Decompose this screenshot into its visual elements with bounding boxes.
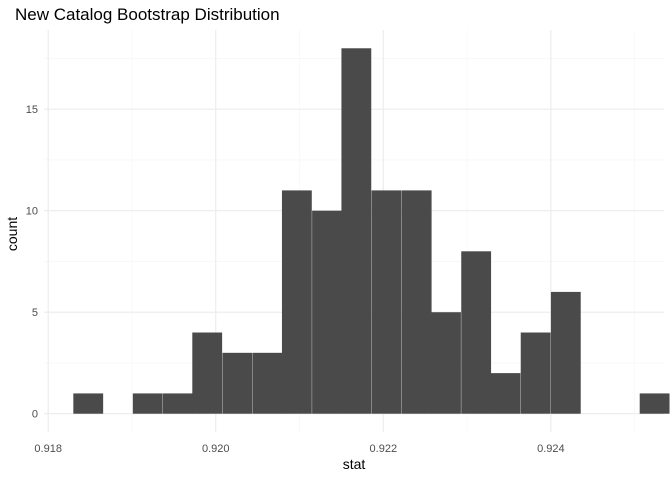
- histogram-bar: [312, 210, 342, 414]
- y-tick-label: 0: [32, 409, 38, 421]
- histogram-bar: [639, 393, 670, 414]
- histogram-bar: [490, 373, 521, 414]
- x-tick-label: 0.918: [34, 443, 62, 455]
- histogram-bar: [341, 48, 372, 414]
- histogram-bar: [371, 190, 402, 414]
- y-axis-title: count: [4, 217, 20, 251]
- histogram-bar: [73, 393, 104, 414]
- y-axis-ticks: 0 5 10 15: [26, 104, 38, 421]
- histogram-bar: [222, 352, 253, 414]
- histogram-bar: [520, 332, 551, 414]
- histogram-bar: [461, 251, 492, 414]
- histogram-bar: [550, 291, 581, 414]
- histogram-bar: [192, 332, 223, 414]
- x-tick-label: 0.922: [370, 443, 398, 455]
- histogram-bars: [73, 48, 670, 414]
- y-tick-label: 15: [26, 104, 38, 116]
- x-tick-label: 0.924: [537, 443, 565, 455]
- x-axis-title: stat: [343, 456, 366, 472]
- histogram-bar: [281, 190, 312, 414]
- x-tick-label: 0.920: [202, 443, 230, 455]
- histogram-bar: [162, 393, 193, 414]
- histogram-bar: [132, 393, 163, 414]
- x-axis-ticks: 0.918 0.920 0.922 0.924: [34, 443, 564, 455]
- y-tick-label: 10: [26, 206, 38, 218]
- histogram-bar: [252, 352, 283, 414]
- histogram-bar: [401, 190, 432, 414]
- y-tick-label: 5: [32, 307, 38, 319]
- chart-title: New Catalog Bootstrap Distribution: [15, 5, 280, 24]
- histogram-bar: [431, 312, 461, 414]
